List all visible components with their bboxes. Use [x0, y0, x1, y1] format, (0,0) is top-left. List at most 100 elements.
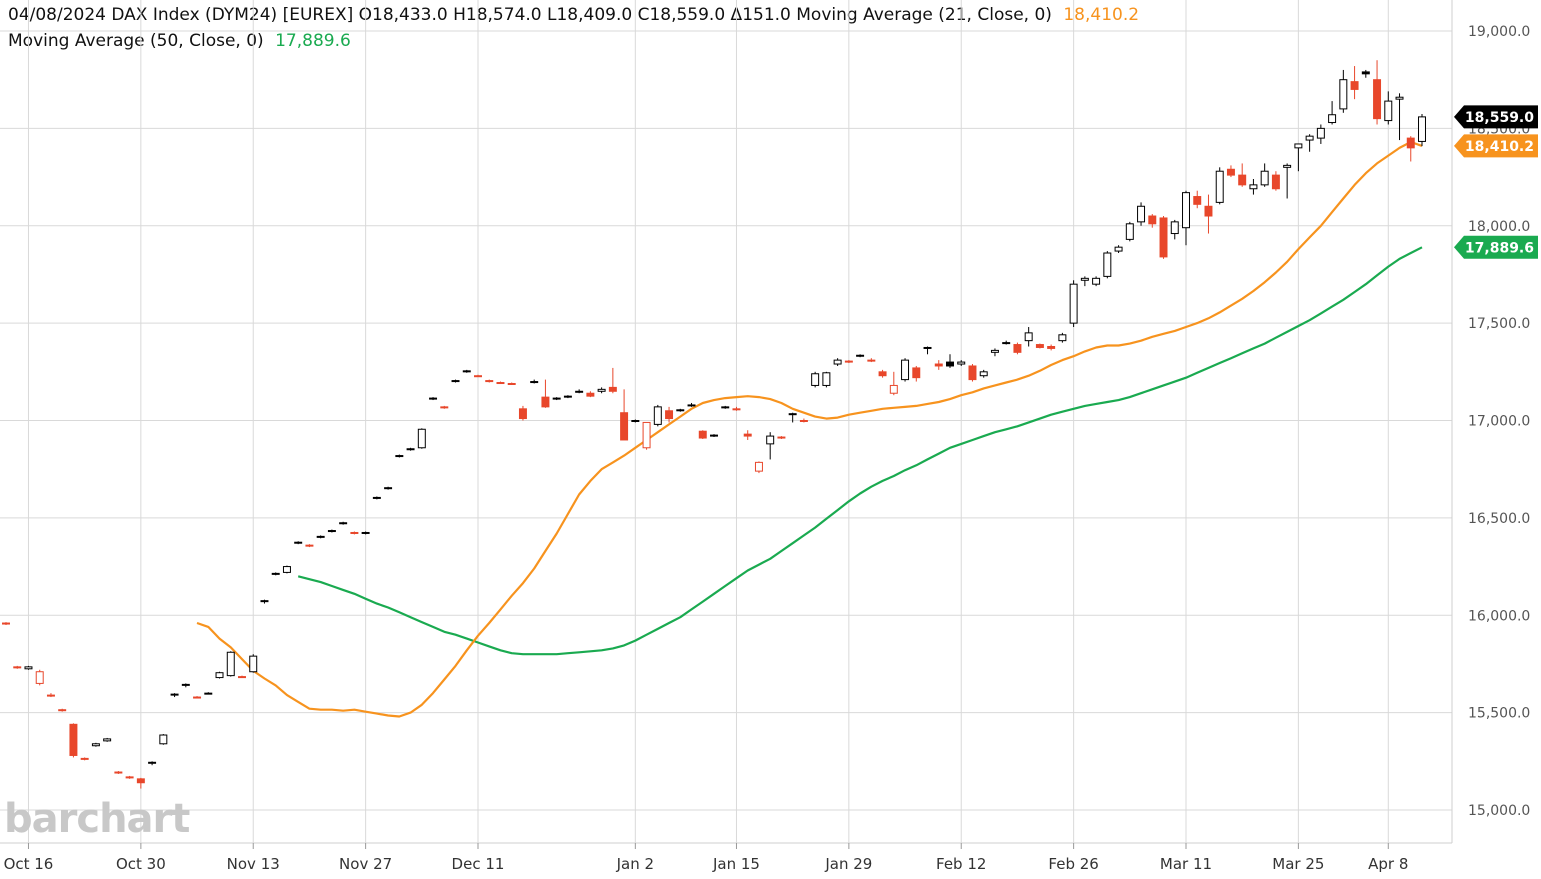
- candle: [1182, 190, 1190, 246]
- candle: [69, 723, 78, 758]
- candle: [912, 365, 921, 382]
- candle: [1294, 143, 1303, 172]
- candle-body: [1148, 215, 1157, 225]
- candle-body: [530, 381, 539, 384]
- candle: [327, 529, 336, 533]
- candle: [1002, 340, 1011, 345]
- ma50-line: [297, 246, 1423, 656]
- candle-body: [1418, 116, 1426, 142]
- x-tick-label: Mar 11: [1160, 855, 1212, 873]
- candle: [653, 404, 662, 427]
- x-tick-label: Feb 12: [936, 855, 986, 873]
- candle-body: [946, 361, 954, 367]
- candle-body: [507, 382, 516, 385]
- candle: [1047, 344, 1056, 351]
- candle: [856, 354, 865, 358]
- candle: [631, 419, 640, 423]
- candle: [429, 397, 438, 401]
- candle-body: [35, 671, 44, 684]
- candle-body: [957, 361, 966, 365]
- candle: [979, 369, 988, 378]
- candle-body: [878, 371, 887, 377]
- candle: [1215, 167, 1224, 205]
- candle-body: [1058, 334, 1067, 342]
- candle-body: [867, 359, 876, 362]
- y-tick-label: 15,000.0: [1468, 803, 1530, 819]
- candle: [1080, 276, 1089, 287]
- candle-body: [215, 672, 224, 679]
- candle: [642, 421, 651, 450]
- candle-body: [620, 412, 629, 441]
- candle: [1058, 332, 1067, 343]
- candle: [361, 531, 370, 535]
- x-tick-label: Oct 16: [4, 855, 54, 873]
- candle-body: [631, 420, 640, 422]
- y-tick-label: 17,500.0: [1468, 316, 1530, 332]
- candle: [766, 432, 775, 460]
- candle-body: [844, 360, 853, 363]
- x-tick-label: Jan 2: [616, 855, 654, 873]
- candle: [743, 430, 752, 440]
- candle-body: [125, 776, 134, 779]
- candle-body: [181, 683, 190, 686]
- candle: [125, 775, 134, 779]
- candle: [968, 364, 977, 382]
- candle: [1148, 214, 1157, 228]
- candle-body: [316, 535, 325, 538]
- candle-body: [934, 363, 943, 367]
- candle: [1373, 60, 1382, 125]
- candle: [91, 742, 100, 747]
- candle-body: [1125, 223, 1134, 240]
- candle-body: [406, 448, 415, 451]
- candle-body: [1170, 221, 1179, 235]
- x-tick-label: Mar 25: [1272, 855, 1324, 873]
- candle: [530, 379, 539, 384]
- candle-body: [148, 761, 157, 764]
- candle: [249, 654, 258, 673]
- candle-body: [912, 367, 921, 379]
- candle: [586, 391, 595, 398]
- candle: [507, 382, 516, 385]
- candle: [462, 369, 471, 373]
- candle: [844, 360, 853, 364]
- candle-body: [665, 410, 674, 420]
- x-axis: Oct 16 Oct 30 Nov 13 Nov 27 Dec 11 Jan 2 Jan 1…: [4, 843, 1408, 873]
- candle-body: [676, 409, 685, 412]
- candle: [350, 531, 359, 535]
- candle: [811, 371, 820, 388]
- x-tick-label: Jan 15: [712, 855, 760, 873]
- candle-body: [496, 382, 505, 385]
- candle-body: [687, 404, 696, 407]
- candle: [946, 354, 954, 368]
- candle: [260, 599, 269, 604]
- candle-body: [339, 522, 348, 525]
- candle: [215, 671, 224, 679]
- candle: [80, 757, 89, 761]
- candle: [406, 447, 415, 451]
- y-tick-label: 16,500.0: [1468, 511, 1530, 527]
- candle: [889, 371, 898, 396]
- candle: [957, 360, 966, 366]
- candle: [799, 418, 808, 423]
- candle-body: [1069, 283, 1078, 324]
- candle-body: [1373, 79, 1382, 120]
- candle: [710, 434, 718, 438]
- candle-body: [1260, 170, 1269, 186]
- candle: [1260, 163, 1269, 187]
- candle: [193, 696, 202, 699]
- candle-body: [710, 434, 718, 437]
- candle-body: [69, 723, 78, 756]
- candle-body: [1103, 252, 1112, 277]
- candle-body: [1182, 192, 1190, 229]
- candle-body: [754, 461, 763, 472]
- candlesticks: [2, 60, 1426, 789]
- candle: [384, 486, 393, 490]
- candle: [181, 683, 190, 688]
- candle: [170, 693, 179, 698]
- candle-body: [1080, 277, 1089, 281]
- ma21-line: [196, 140, 1423, 718]
- candle: [1271, 171, 1280, 191]
- candle: [440, 405, 449, 409]
- candle: [1193, 190, 1202, 209]
